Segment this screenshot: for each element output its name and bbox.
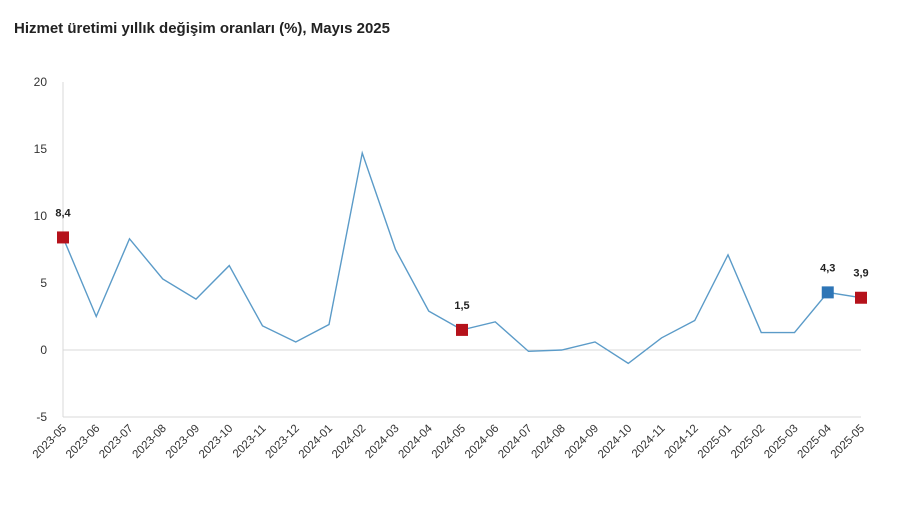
x-tick-label: 2024-05 (430, 423, 468, 461)
data-point-marker (821, 286, 834, 299)
y-tick-label: 0 (40, 343, 47, 357)
y-tick-label: 10 (34, 209, 48, 223)
x-tick-label: 2025-03 (762, 423, 800, 461)
x-tick-label: 2024-09 (563, 423, 601, 461)
data-point-marker (855, 291, 867, 304)
x-tick-label: 2024-02 (330, 423, 368, 461)
x-tick-label: 2024-06 (463, 423, 501, 461)
x-tick-label: 2024-10 (596, 423, 634, 461)
chart-title: Hizmet üretimi yıllık değişim oranları (… (14, 20, 390, 37)
x-tick-label: 2024-07 (496, 423, 534, 461)
x-tick-label: 2024-11 (630, 423, 668, 461)
x-tick-label: 2024-08 (530, 423, 568, 461)
x-tick-label: 2023-10 (197, 423, 235, 461)
x-tick-label: 2023-05 (31, 423, 69, 461)
x-tick-label: 2023-11 (231, 423, 269, 461)
y-tick-label: -5 (36, 410, 47, 424)
x-tick-label: 2023-08 (131, 423, 169, 461)
x-tick-label: 2024-01 (297, 423, 335, 461)
x-tick-label: 2024-03 (363, 423, 401, 461)
x-tick-label: 2025-05 (829, 423, 867, 461)
data-label: 3,9 (853, 268, 868, 280)
y-tick-label: 20 (34, 75, 48, 89)
y-tick-label: 5 (40, 276, 47, 290)
x-tick-label: 2025-04 (796, 422, 835, 461)
x-tick-label: 2023-06 (64, 423, 102, 461)
x-tick-label: 2023-09 (164, 423, 202, 461)
x-tick-label: 2023-12 (264, 423, 302, 461)
data-label: 4,3 (820, 262, 835, 274)
data-point-marker (57, 231, 69, 244)
data-label: 1,5 (454, 300, 469, 312)
x-tick-label: 2023-07 (97, 423, 135, 461)
data-point-marker (456, 323, 468, 336)
x-tick-label: 2024-12 (663, 423, 701, 461)
x-tick-label: 2025-02 (729, 423, 767, 461)
x-tick-label: 2025-01 (696, 423, 734, 461)
y-tick-label: 15 (34, 142, 48, 156)
data-label: 8,4 (55, 207, 71, 219)
x-tick-label: 2024-04 (397, 422, 436, 461)
